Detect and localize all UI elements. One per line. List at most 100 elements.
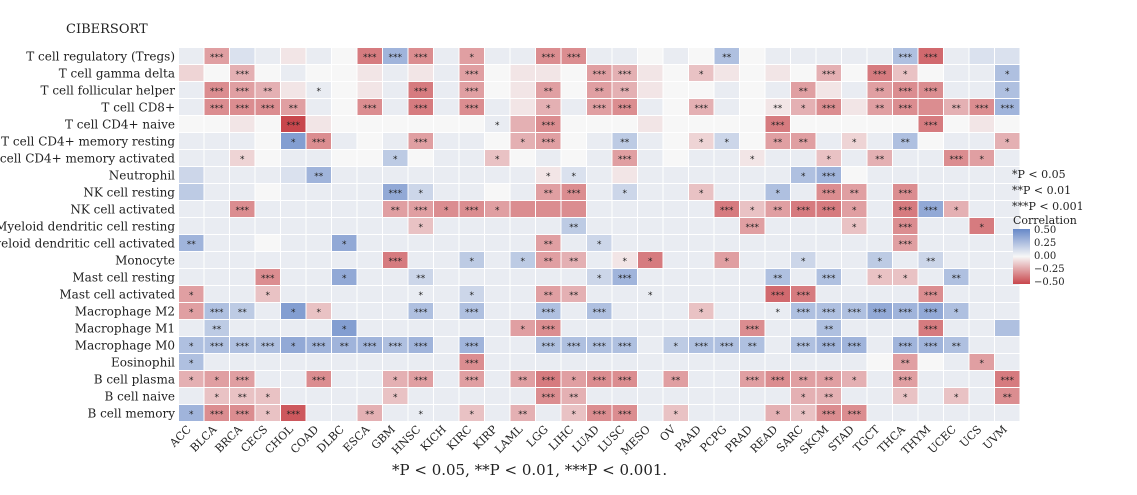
- heatmap-cell: [791, 252, 816, 268]
- heatmap-cell: [306, 354, 331, 370]
- heatmap-cell: [179, 99, 204, 115]
- heatmap-cell: [765, 337, 790, 353]
- heatmap-cell: [842, 167, 867, 183]
- significance-mark: ***: [899, 308, 913, 318]
- heatmap-cell: [893, 167, 918, 183]
- heatmap-cell: [536, 65, 561, 81]
- heatmap-cell: [842, 218, 867, 234]
- heatmap-cell: [842, 303, 867, 319]
- column-label: SKCM: [797, 423, 831, 457]
- significance-mark: *: [495, 155, 500, 165]
- heatmap-cell: [918, 303, 943, 319]
- heatmap-cell: [255, 150, 280, 166]
- heatmap-cell: [332, 218, 357, 234]
- significance-mark: **: [748, 342, 758, 352]
- heatmap-cell: [791, 320, 816, 336]
- significance-mark: **: [773, 104, 783, 114]
- heatmap-cell: [816, 82, 841, 98]
- heatmap-cell: [638, 320, 663, 336]
- significance-mark: *: [648, 257, 653, 267]
- heatmap-cell: [944, 286, 969, 302]
- heatmap-cell: [459, 252, 484, 268]
- heatmap-cell: [918, 116, 943, 132]
- significance-mark: ***: [593, 376, 607, 386]
- heatmap-cell: [612, 269, 637, 285]
- heatmap-cell: [434, 405, 459, 421]
- heatmap-cell: [893, 337, 918, 353]
- heatmap-cell: [459, 405, 484, 421]
- significance-mark: *: [750, 206, 755, 216]
- significance-mark: ***: [542, 138, 556, 148]
- heatmap-cell: [357, 82, 382, 98]
- significance-mark: ***: [822, 410, 836, 420]
- heatmap-cell: [918, 218, 943, 234]
- heatmap-cell: [740, 320, 765, 336]
- heatmap-cell: [944, 201, 969, 217]
- heatmap-cell: [969, 303, 994, 319]
- heatmap-cell: [281, 303, 306, 319]
- heatmap-cell: [867, 167, 892, 183]
- heatmap-cell: [434, 201, 459, 217]
- heatmap-cell: [510, 405, 535, 421]
- heatmap-cell: [740, 388, 765, 404]
- heatmap-cell: [995, 116, 1020, 132]
- heatmap-cell: [281, 150, 306, 166]
- heatmap-cell: [765, 167, 790, 183]
- heatmap-cell: [306, 48, 331, 64]
- heatmap-cell: [383, 133, 408, 149]
- heatmap-cell: [332, 235, 357, 251]
- heatmap-cell: [918, 286, 943, 302]
- significance-mark: ***: [465, 308, 479, 318]
- heatmap-cell: [612, 235, 637, 251]
- significance-mark: *: [393, 393, 398, 403]
- significance-mark: *: [852, 376, 857, 386]
- heatmap-cell: [714, 337, 739, 353]
- heatmap-cell: [893, 388, 918, 404]
- heatmap-cell: [179, 218, 204, 234]
- significance-mark: ***: [236, 70, 250, 80]
- significance-mark: *: [266, 291, 271, 301]
- heatmap-cell: [969, 371, 994, 387]
- heatmap-cell: [510, 388, 535, 404]
- heatmap-cell: [765, 405, 790, 421]
- heatmap-cell: [408, 337, 433, 353]
- significance-mark: **: [824, 376, 834, 386]
- significance-mark: *: [189, 359, 194, 369]
- heatmap-cell: [791, 133, 816, 149]
- heatmap-cell: [663, 184, 688, 200]
- heatmap-cell: [332, 167, 357, 183]
- significance-mark: ***: [899, 104, 913, 114]
- significance-mark: *: [801, 257, 806, 267]
- heatmap-cell: [765, 65, 790, 81]
- heatmap-cell: [816, 405, 841, 421]
- heatmap-cell: [944, 218, 969, 234]
- heatmap-cell: [510, 150, 535, 166]
- heatmap-cell: [689, 99, 714, 115]
- heatmap-cell: [995, 337, 1020, 353]
- heatmap-cell: [867, 116, 892, 132]
- significance-mark: *: [878, 257, 883, 267]
- heatmap-cell: [561, 150, 586, 166]
- heatmap-cell: [969, 184, 994, 200]
- heatmap-cell: [485, 354, 510, 370]
- significance-mark: *: [699, 138, 704, 148]
- heatmap-cell: [536, 354, 561, 370]
- heatmap-cell: [638, 286, 663, 302]
- heatmap-cell: [561, 167, 586, 183]
- significance-mark: *: [852, 138, 857, 148]
- heatmap-cell: [918, 133, 943, 149]
- significance-mark: **: [799, 87, 809, 97]
- significance-mark: *: [266, 393, 271, 403]
- row-label: Myeloid dendritic cell resting: [0, 220, 175, 234]
- heatmap-cell: [689, 354, 714, 370]
- heatmap-cell: [536, 133, 561, 149]
- heatmap-cell: [689, 133, 714, 149]
- heatmap-cell: [714, 150, 739, 166]
- heatmap-cell: [765, 133, 790, 149]
- heatmap-cell: [663, 269, 688, 285]
- heatmap-cell: [944, 320, 969, 336]
- heatmap-cell: [230, 48, 255, 64]
- significance-mark: ***: [210, 308, 224, 318]
- significance-mark: ***: [312, 376, 326, 386]
- significance-mark: *: [674, 342, 679, 352]
